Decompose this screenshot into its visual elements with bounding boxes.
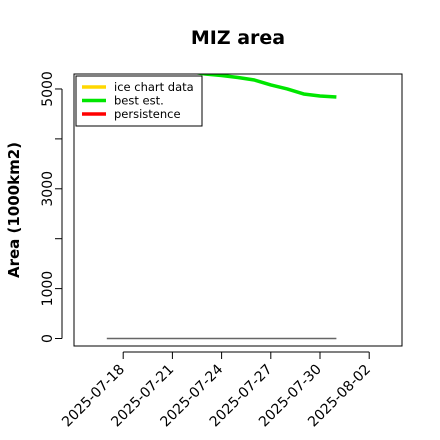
- y-axis-label: Area (1000km2): [5, 142, 23, 278]
- legend-label-persistence: persistence: [114, 107, 181, 121]
- plot-frame: [73, 73, 403, 347]
- series-line-best-est: [193, 74, 337, 99]
- legend-label-best-est: best est.: [114, 94, 164, 108]
- y-tick-label: 5000: [40, 71, 56, 107]
- y-tick-label: 0: [40, 334, 56, 343]
- chart-title: MIZ area: [191, 27, 285, 49]
- plot-layer: [106, 74, 337, 340]
- legend-label-ice-chart-data: ice chart data: [114, 80, 194, 94]
- y-tick-label: 1000: [40, 271, 56, 307]
- y-tick-label: 3000: [40, 171, 56, 207]
